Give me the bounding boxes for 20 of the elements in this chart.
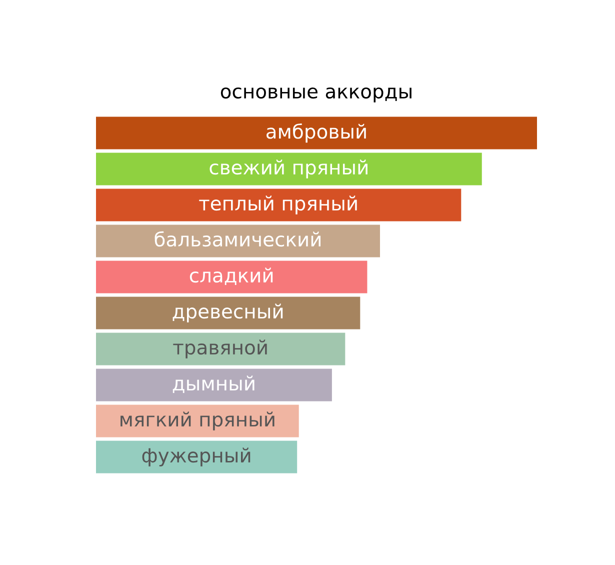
bar bbox=[96, 116, 537, 150]
bar bbox=[96, 332, 346, 366]
bar bbox=[96, 440, 298, 474]
y-tick-label: фужерный bbox=[142, 448, 250, 466]
y-tick-label: теплый пряный bbox=[199, 196, 357, 214]
chart-title: основные аккорды bbox=[220, 87, 412, 102]
y-tick-label: травяной bbox=[173, 340, 267, 358]
bar bbox=[96, 296, 360, 330]
bar bbox=[96, 188, 462, 222]
bar bbox=[96, 224, 380, 258]
y-tick-label: древесный bbox=[172, 304, 283, 322]
y-tick-label: свежий пряный bbox=[210, 160, 368, 178]
y-tick-label: дымный bbox=[172, 376, 254, 394]
bar bbox=[96, 152, 482, 186]
y-tick-label: мягкий пряный bbox=[120, 412, 274, 430]
y-tick-label: бальзамический bbox=[154, 231, 320, 247]
bar bbox=[96, 368, 332, 402]
y-tick-label: амбровый bbox=[266, 123, 366, 143]
bar bbox=[96, 260, 368, 294]
y-tick-label: сладкий bbox=[190, 268, 273, 286]
